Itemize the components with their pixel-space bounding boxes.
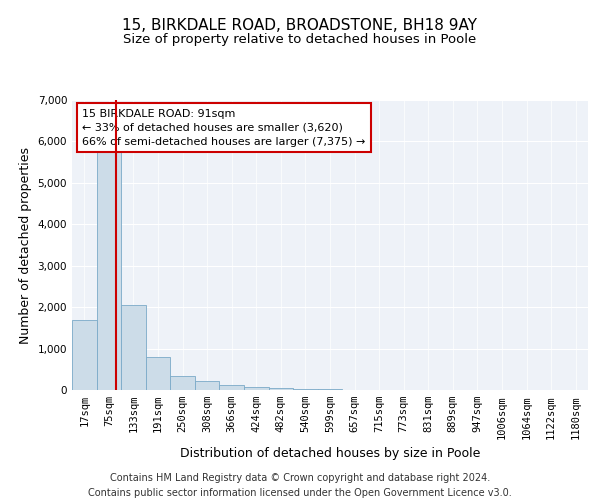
Bar xyxy=(195,381,220,390)
Bar xyxy=(97,150,121,390)
Bar xyxy=(220,385,244,390)
X-axis label: Distribution of detached houses by size in Poole: Distribution of detached houses by size … xyxy=(180,447,480,460)
Y-axis label: Number of detached properties: Number of detached properties xyxy=(19,146,32,344)
Text: 15, BIRKDALE ROAD, BROADSTONE, BH18 9AY: 15, BIRKDALE ROAD, BROADSTONE, BH18 9AY xyxy=(122,18,478,32)
Bar xyxy=(146,357,170,390)
Bar xyxy=(269,388,293,390)
Bar xyxy=(293,389,318,390)
Bar xyxy=(121,305,146,390)
Text: 15 BIRKDALE ROAD: 91sqm
← 33% of detached houses are smaller (3,620)
66% of semi: 15 BIRKDALE ROAD: 91sqm ← 33% of detache… xyxy=(82,108,365,146)
Text: Size of property relative to detached houses in Poole: Size of property relative to detached ho… xyxy=(124,32,476,46)
Text: Contains HM Land Registry data © Crown copyright and database right 2024.
Contai: Contains HM Land Registry data © Crown c… xyxy=(88,472,512,498)
Bar xyxy=(244,386,269,390)
Bar xyxy=(170,376,195,390)
Bar xyxy=(72,320,97,390)
